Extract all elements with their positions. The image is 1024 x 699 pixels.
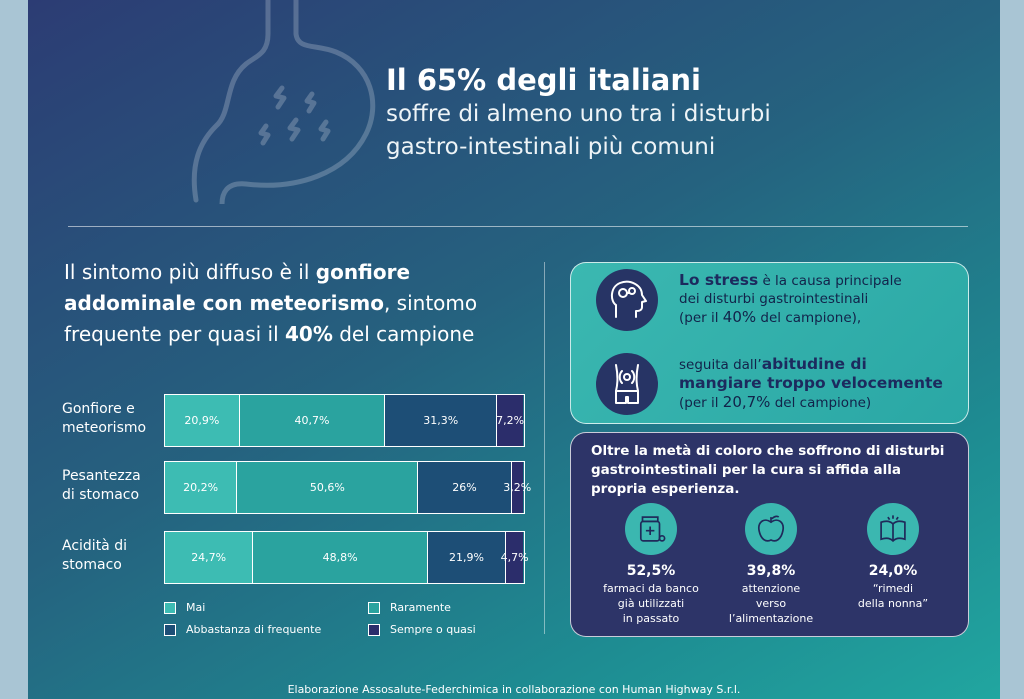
- category-label-line: stomaco: [62, 557, 122, 573]
- intro-part: , sintomo: [383, 291, 478, 315]
- legend-item: Sempre o quasi: [368, 623, 476, 636]
- intro-bold: addominale con meteorismo: [64, 291, 384, 315]
- stat-line: verso: [755, 597, 787, 610]
- stress-text-part: dei disturbi gastrointestinali: [679, 291, 869, 307]
- headline-line-2: gastro-intestinali più comuni: [386, 134, 716, 160]
- infographic: Il 65% degli italiani soffre di almeno u…: [28, 0, 1000, 699]
- stat-line: “rimedi: [872, 582, 914, 595]
- head-stress-icon: [596, 269, 658, 331]
- stat-description: farmaci da banco già utilizzati in passa…: [591, 581, 711, 626]
- open-book-icon: [867, 503, 919, 555]
- stress-text-part: seguita dall’: [679, 357, 762, 373]
- stomach-icon: [191, 0, 376, 204]
- stat-description: attenzione verso l’alimentazione: [711, 581, 831, 626]
- stress-text-part: (per il: [679, 395, 723, 411]
- legend-swatch: [164, 623, 176, 636]
- category-label-line: di stomaco: [62, 487, 140, 503]
- speed-statement: seguita dall’abitudine di mangiare tropp…: [679, 355, 943, 412]
- stat-line: della nonna”: [857, 597, 929, 610]
- intro-part: Il sintomo più diffuso è il: [64, 260, 316, 284]
- stress-text-part: del campione),: [756, 310, 862, 326]
- legend-item: Raramente: [368, 601, 451, 614]
- medicine-jar-icon: [625, 503, 677, 555]
- stat-line: in passato: [622, 612, 680, 625]
- stat-line: farmaci da banco: [603, 582, 699, 595]
- stat-remedies: 24,0% “rimedi della nonna”: [833, 503, 953, 611]
- stat-food: 39,8% attenzione verso l’alimentazione: [711, 503, 831, 626]
- stat-value: 52,5%: [626, 563, 676, 579]
- stat-value: 24,0%: [868, 563, 918, 579]
- legend-label: Mai: [186, 601, 206, 614]
- bar-segment: 4,7%: [501, 532, 529, 583]
- bar-segment: 20,2%: [165, 462, 238, 513]
- stacked-bar: 24,7% 48,8% 21,9% 4,7%: [164, 531, 529, 584]
- stat-description: “rimedi della nonna”: [833, 581, 953, 611]
- headline-line-1: soffre di almeno uno tra i disturbi: [386, 101, 771, 127]
- legend-swatch: [368, 601, 380, 614]
- bar-segment: 3,2%: [503, 462, 531, 513]
- belly-icon: [596, 353, 658, 415]
- legend-label: Abbastanza di frequente: [186, 623, 322, 636]
- category-label: Pesantezza di stomaco: [62, 467, 172, 505]
- stress-percent: 20,7%: [722, 393, 771, 411]
- source-footer: Elaborazione Assosalute-Federchimica in …: [287, 683, 741, 696]
- stress-panel: Lo stress è la causa principale dei dist…: [570, 262, 969, 424]
- legend-swatch: [164, 601, 176, 614]
- bar-segment: 40,7%: [239, 395, 386, 446]
- stress-highlight: abitudine di: [761, 355, 867, 373]
- legend-item: Abbastanza di frequente: [164, 623, 321, 636]
- stress-statement: Lo stress è la causa principale dei dist…: [679, 271, 902, 327]
- legend-label: Sempre o quasi: [390, 623, 476, 636]
- self-care-title: Oltre la metà di coloro che soffrono di …: [591, 443, 945, 497]
- divider: [68, 226, 968, 227]
- stat-line: attenzione: [741, 582, 801, 595]
- category-label-line: Pesantezza: [62, 468, 141, 484]
- category-label-line: meteorismo: [62, 420, 147, 436]
- stat-value: 39,8%: [746, 563, 796, 579]
- self-care-panel: Oltre la metà di coloro che soffrono di …: [570, 432, 969, 637]
- bar-segment: 26%: [418, 462, 512, 513]
- stress-text-part: (per il: [679, 310, 723, 326]
- legend-item: Mai: [164, 601, 205, 614]
- stacked-bar: 20,9% 40,7% 31,3% 7,2%: [164, 394, 525, 447]
- vertical-divider: [544, 262, 545, 634]
- bar-segment: 48,8%: [253, 532, 428, 583]
- bar-segment: 20,9%: [165, 395, 240, 446]
- stacked-bar: 20,2% 50,6% 26% 3,2%: [164, 461, 531, 514]
- stress-highlight: Lo stress: [679, 271, 759, 289]
- stress-text-part: del campione): [770, 395, 872, 411]
- legend-swatch: [368, 623, 380, 636]
- legend-label: Raramente: [390, 601, 451, 614]
- stat-line: già utilizzati: [617, 597, 685, 610]
- headline-title: Il 65% degli italiani: [386, 63, 701, 97]
- intro-bold: gonfiore: [315, 260, 411, 284]
- intro-part: del campione: [332, 322, 475, 346]
- stress-text-part: è la causa principale: [758, 273, 902, 289]
- category-label-line: Acidità di: [62, 538, 127, 554]
- bar-segment: 7,2%: [496, 395, 524, 446]
- stat-line: l’alimentazione: [728, 612, 814, 625]
- headline: Il 65% degli italiani soffre di almeno u…: [386, 62, 771, 164]
- intro-text: Il sintomo più diffuso è il gonfiore add…: [64, 257, 514, 350]
- category-label: Acidità di stomaco: [62, 537, 172, 575]
- bar-segment: 31,3%: [385, 395, 498, 446]
- intro-part: frequente per quasi il: [64, 322, 285, 346]
- category-label-line: Gonfiore e: [62, 401, 135, 417]
- stress-highlight: mangiare troppo velocemente: [679, 374, 943, 392]
- apple-icon: [745, 503, 797, 555]
- bar-segment: 50,6%: [237, 462, 419, 513]
- intro-bold: 40%: [285, 322, 333, 346]
- bar-segment: 24,7%: [165, 532, 254, 583]
- stat-medicine: 52,5% farmaci da banco già utilizzati in…: [591, 503, 711, 626]
- bar-segment: 21,9%: [427, 532, 507, 583]
- stress-percent: 40%: [722, 308, 757, 326]
- category-label: Gonfiore e meteorismo: [62, 400, 172, 438]
